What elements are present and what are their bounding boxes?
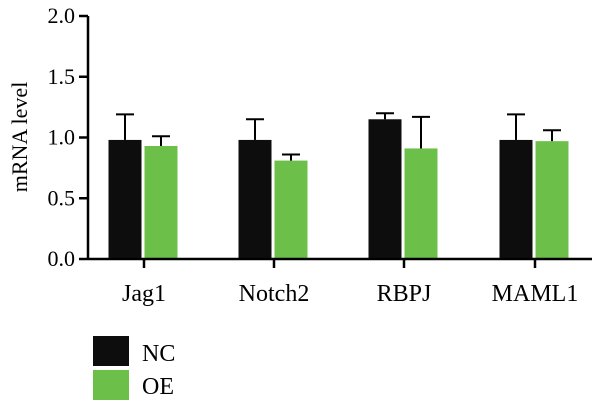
bar-oe-notch2 — [274, 160, 308, 259]
y-axis-title: mRNA level — [7, 82, 32, 193]
bars-layer — [108, 119, 569, 260]
y-tick-label: 2.0 — [48, 3, 76, 28]
bar-nc-jag1 — [108, 139, 142, 259]
bar-oe-jag1 — [144, 146, 178, 259]
legend-swatch-nc — [93, 336, 129, 366]
x-tick-label: MAML1 — [492, 281, 579, 307]
legend: NC OE — [93, 336, 175, 400]
x-tick-label: Notch2 — [239, 281, 310, 307]
y-tick-label: 0.0 — [48, 246, 76, 271]
y-ticks-layer: 0.0 0.5 1.0 1.5 2.0 — [48, 3, 88, 271]
legend-label-nc: NC — [142, 341, 175, 367]
bar-oe-rbpj — [404, 148, 438, 259]
y-tick-label: 1.0 — [48, 125, 76, 150]
x-ticks-layer: Jag1 Notch2 RBPJ MAML1 — [122, 259, 578, 307]
error-bars-layer — [116, 112, 561, 161]
y-tick-label: 0.5 — [48, 185, 76, 210]
x-tick-label: RBPJ — [377, 281, 432, 307]
legend-label-oe: OE — [142, 374, 174, 400]
x-tick-label: Jag1 — [122, 281, 166, 307]
y-tick-label: 1.5 — [48, 64, 76, 89]
bar-nc-maml1 — [499, 139, 533, 259]
bar-nc-rbpj — [368, 119, 402, 260]
bar-oe-maml1 — [535, 141, 569, 259]
bar-nc-notch2 — [238, 139, 272, 259]
legend-swatch-oe — [93, 370, 129, 400]
